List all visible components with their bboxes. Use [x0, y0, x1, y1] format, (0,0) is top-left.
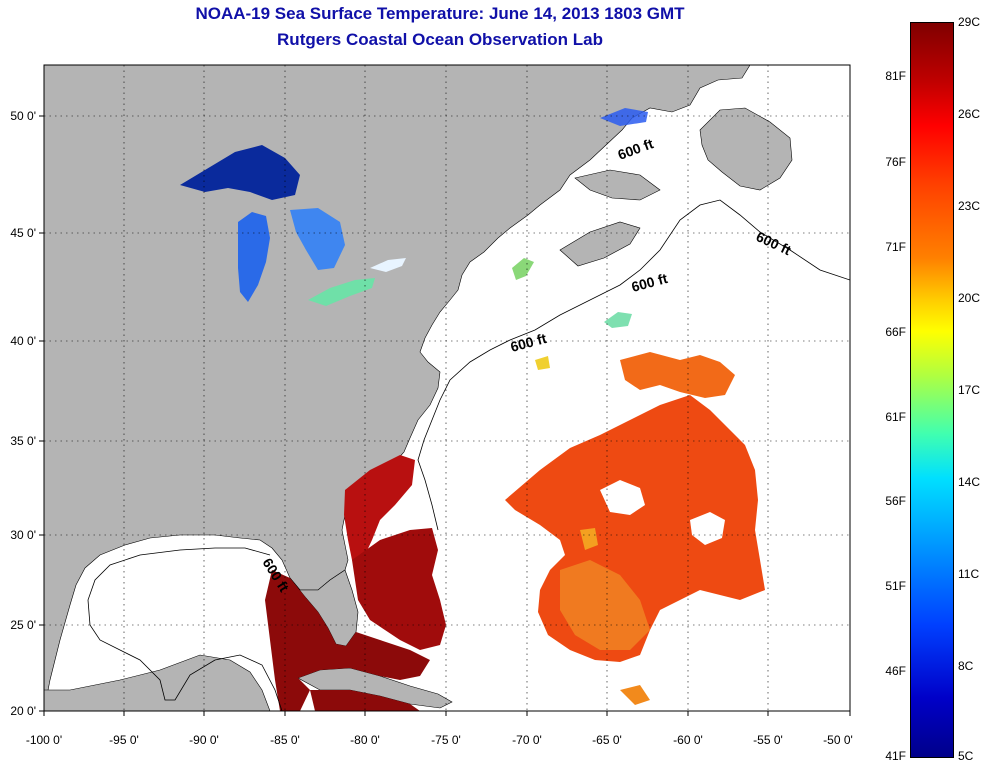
- lake-michigan: [238, 212, 270, 302]
- x-tick-label: -95 0': [109, 733, 139, 747]
- land-newfoundland: [699, 107, 793, 191]
- land-gaspe: [574, 169, 661, 201]
- colorbar-c-label: 26C: [958, 107, 981, 121]
- y-tick-label: 40 0': [10, 334, 36, 348]
- colorbar-f-label: 51F: [885, 579, 906, 593]
- x-tick-label: -85 0': [270, 733, 300, 747]
- sst-patch-slope: [535, 356, 550, 370]
- atlantic-depth-contour: [417, 199, 850, 531]
- gulf-st-lawrence-sst: [600, 108, 648, 126]
- colorbar-f-label: 41F: [885, 749, 906, 763]
- y-tick-label: 30 0': [10, 528, 36, 542]
- land-north-america: [44, 65, 751, 711]
- x-tick-label: -70 0': [512, 733, 542, 747]
- x-tick-label: -55 0': [753, 733, 783, 747]
- lake-huron: [290, 208, 345, 270]
- colorbar-f-label: 46F: [885, 664, 906, 678]
- sst-gulf-stream: [265, 455, 446, 711]
- colorbar-c-label: 14C: [958, 475, 981, 489]
- x-tick-label: -60 0': [673, 733, 703, 747]
- colorbar-f-label: 71F: [885, 240, 906, 254]
- x-tick-label: -100 0': [26, 733, 62, 747]
- colorbar-c-label: 29C: [958, 15, 981, 29]
- colorbar-f-label: 66F: [885, 325, 906, 339]
- colorbar-c-label: 5C: [958, 749, 974, 763]
- map-frame: [43, 64, 851, 712]
- colorbar-f-label: 76F: [885, 155, 906, 169]
- temperature-colorbar: [910, 22, 954, 758]
- lake-ontario: [370, 258, 406, 272]
- y-tick-label: 25 0': [10, 618, 36, 632]
- colorbar-f-label: 61F: [885, 410, 906, 424]
- y-tick-label: 20 0': [10, 704, 36, 718]
- x-tick-label: -65 0': [592, 733, 622, 747]
- sst-patch-gom: [512, 258, 534, 280]
- sst-sargasso: [505, 352, 765, 705]
- colorbar-c-label: 23C: [958, 199, 981, 213]
- colorbar-c-label: 20C: [958, 291, 981, 305]
- x-tick-label: -80 0': [350, 733, 380, 747]
- y-tick-label: 45 0': [10, 226, 36, 240]
- lake-erie: [308, 278, 375, 306]
- lake-superior: [180, 145, 300, 200]
- y-tick-label: 35 0': [10, 434, 36, 448]
- map-subtitle: Rutgers Coastal Ocean Observation Lab: [277, 30, 603, 49]
- colorbar-c-label: 17C: [958, 383, 981, 397]
- gulf-depth-contour: [87, 547, 283, 711]
- x-tick-label: -90 0': [189, 733, 219, 747]
- colorbar-f-label: 81F: [885, 69, 906, 83]
- colorbar-f-label: 56F: [885, 494, 906, 508]
- x-tick-label: -50 0': [823, 733, 853, 747]
- colorbar-c-label: 8C: [958, 659, 974, 673]
- colorbar-c-label: 11C: [958, 567, 980, 581]
- land-nova-scotia: [559, 221, 641, 267]
- sst-patch-shelf: [604, 312, 632, 328]
- y-tick-label: 50 0': [10, 109, 36, 123]
- x-tick-label: -75 0': [431, 733, 461, 747]
- map-title: NOAA-19 Sea Surface Temperature: June 14…: [195, 4, 685, 23]
- land-yucatan: [44, 654, 271, 711]
- graticule: [44, 65, 850, 711]
